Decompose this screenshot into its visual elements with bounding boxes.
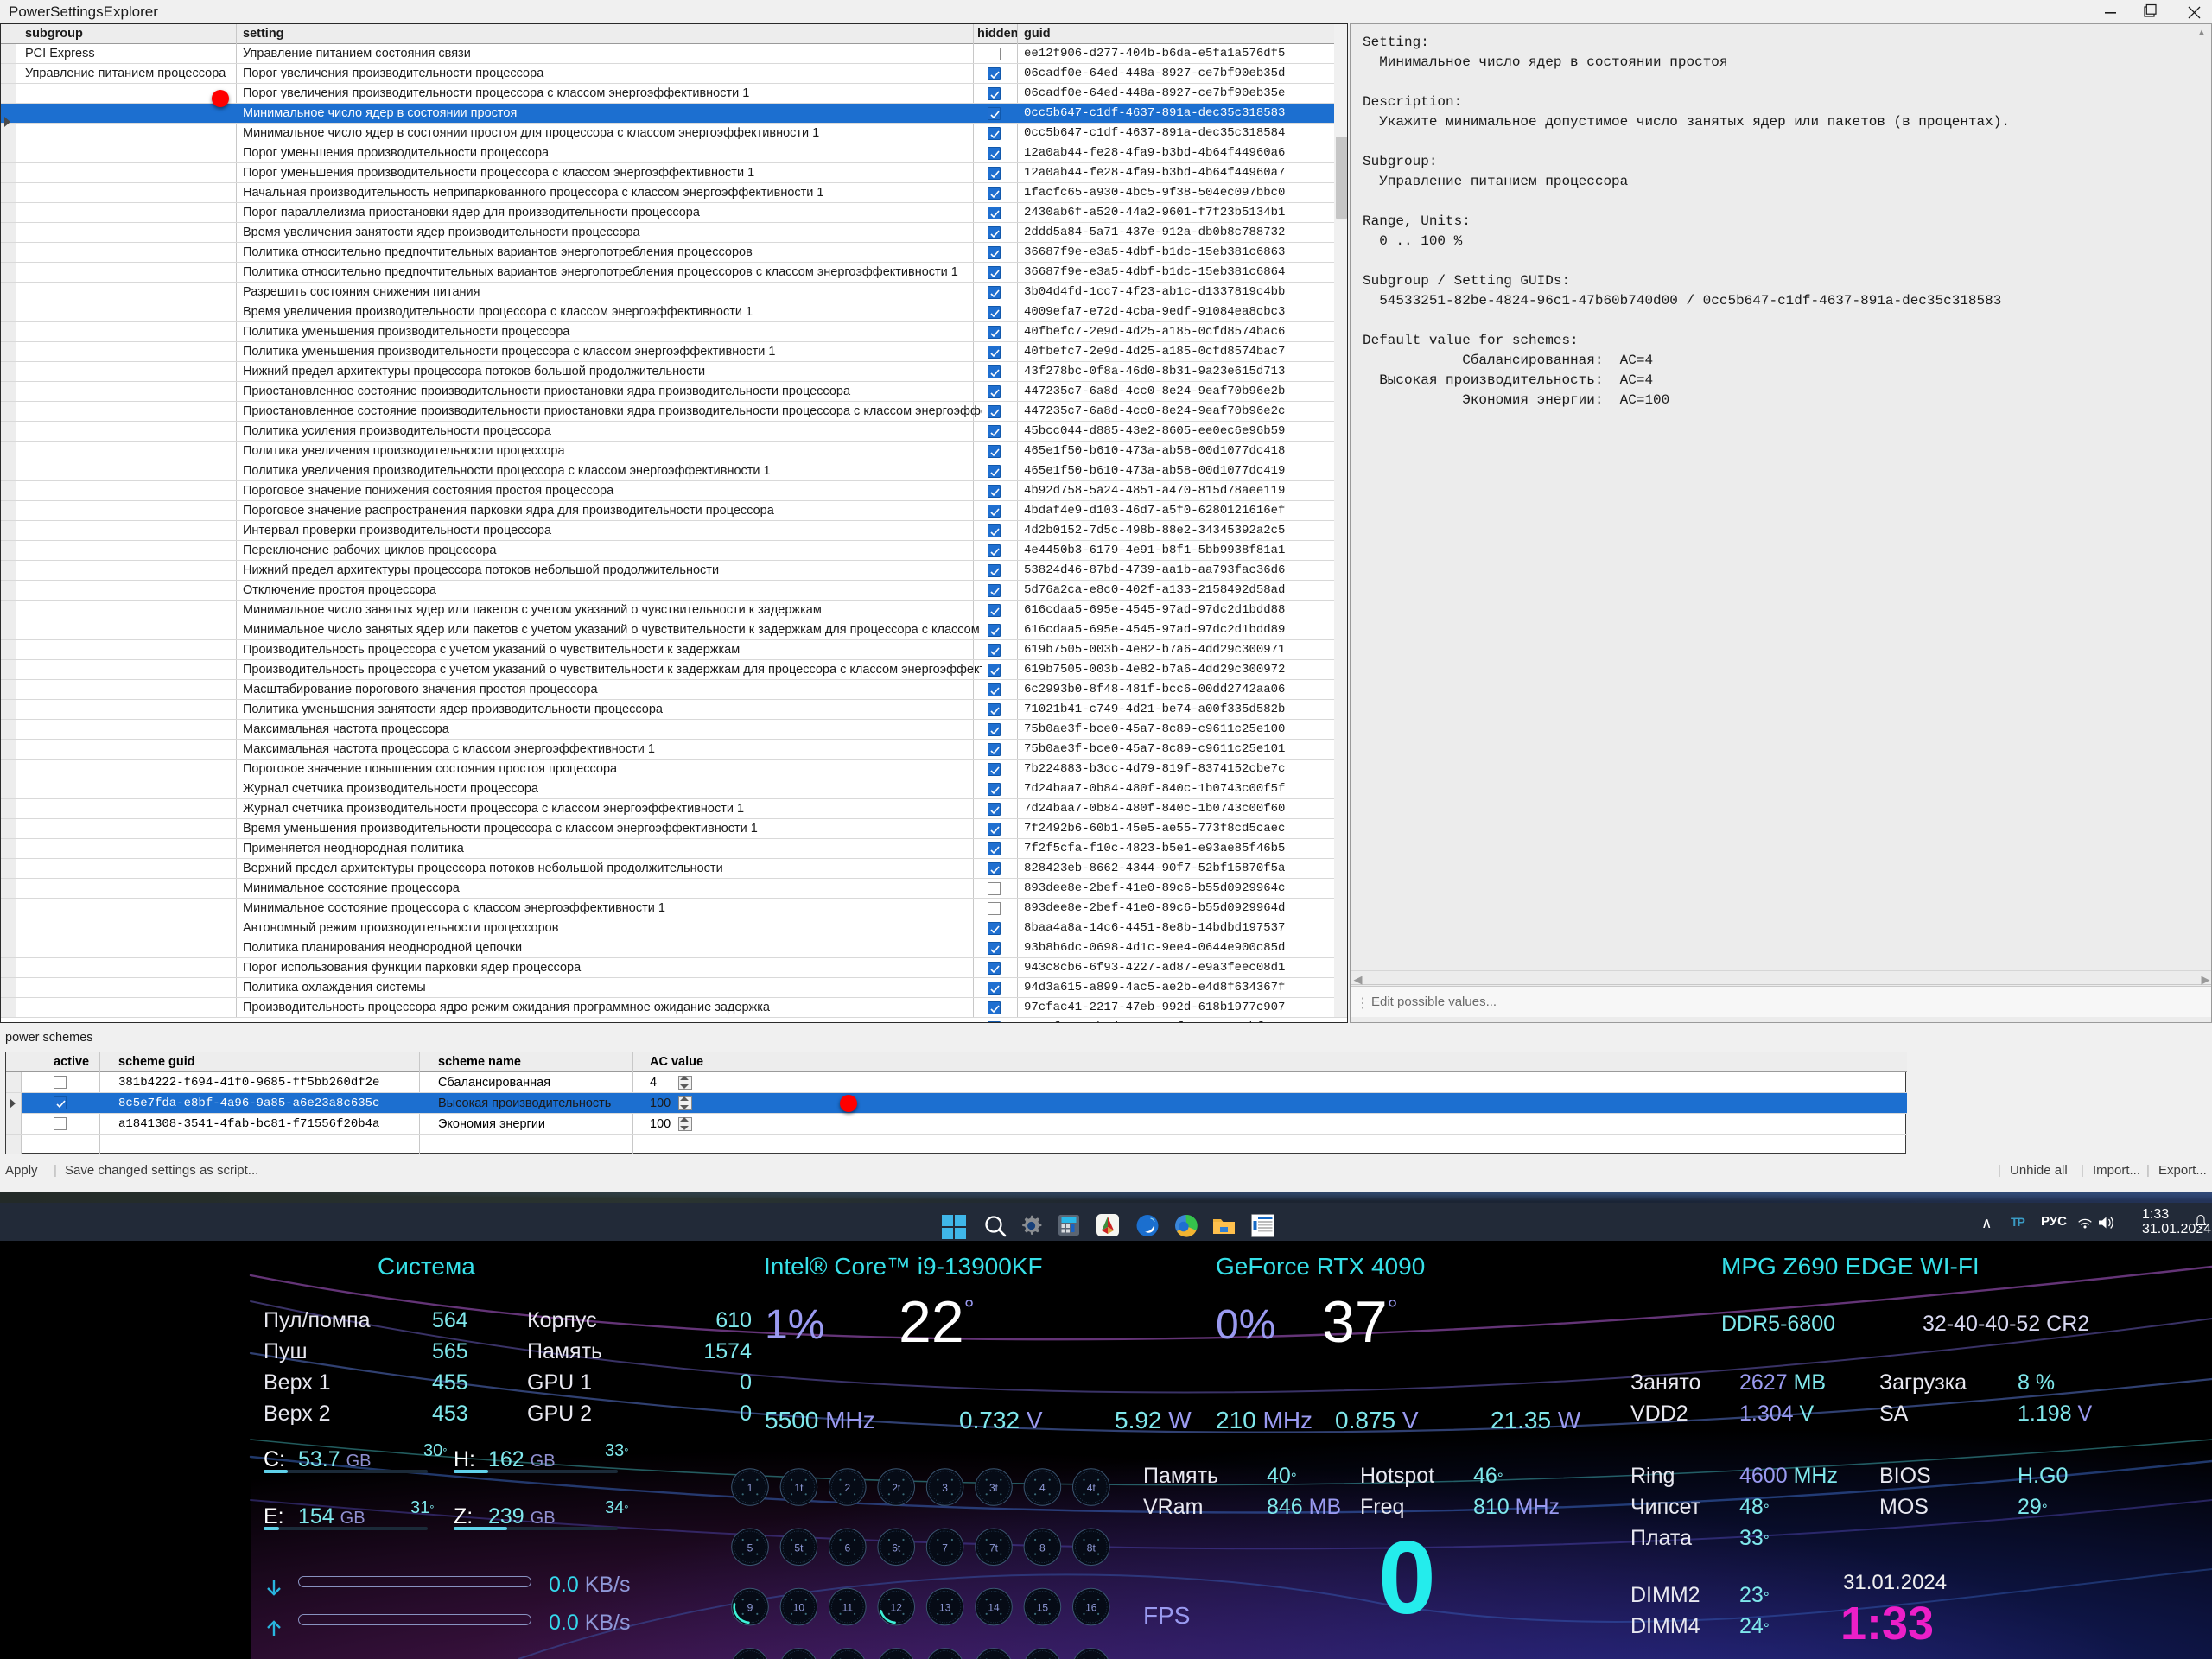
svg-text:1t: 1t	[794, 1482, 804, 1494]
svg-text:15: 15	[1037, 1602, 1049, 1614]
svg-text:5t: 5t	[794, 1541, 804, 1554]
svg-text:7t: 7t	[989, 1541, 999, 1554]
svg-text:11: 11	[842, 1602, 854, 1614]
svg-text:6: 6	[844, 1541, 850, 1554]
svg-text:3: 3	[942, 1482, 948, 1494]
svg-text:4: 4	[1039, 1482, 1046, 1494]
svg-text:3t: 3t	[989, 1482, 999, 1494]
svg-text:9: 9	[747, 1602, 753, 1614]
svg-text:14: 14	[988, 1602, 1000, 1614]
svg-text:13: 13	[939, 1602, 951, 1614]
svg-text:8t: 8t	[1087, 1541, 1096, 1554]
svg-text:4t: 4t	[1087, 1482, 1096, 1494]
svg-text:10: 10	[793, 1602, 805, 1614]
svg-text:8: 8	[1039, 1541, 1046, 1554]
svg-text:2: 2	[844, 1482, 850, 1494]
svg-text:1: 1	[747, 1482, 753, 1494]
svg-text:7: 7	[942, 1541, 948, 1554]
svg-text:16: 16	[1085, 1602, 1097, 1614]
svg-text:12: 12	[891, 1602, 903, 1614]
svg-text:5: 5	[747, 1541, 753, 1554]
svg-text:2t: 2t	[892, 1482, 901, 1494]
svg-text:6t: 6t	[892, 1541, 901, 1554]
